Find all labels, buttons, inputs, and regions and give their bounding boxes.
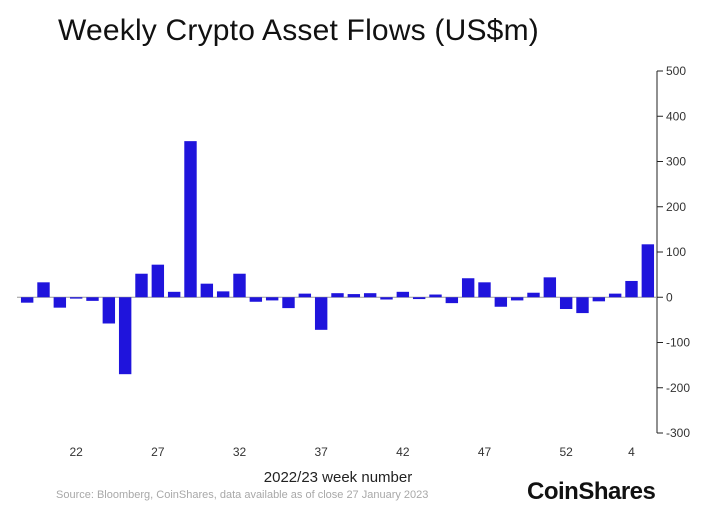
bar-week-34 xyxy=(265,297,279,301)
bar-week-22 xyxy=(69,297,83,299)
x-tick-label: 37 xyxy=(314,445,328,459)
bar-week-43 xyxy=(412,297,426,300)
bar-week-20 xyxy=(37,282,50,298)
bar-week-28 xyxy=(167,291,181,298)
bar-week-24 xyxy=(102,297,116,324)
bar-week-36 xyxy=(298,293,312,298)
y-tick-label: 100 xyxy=(666,245,686,259)
bar-week-54 xyxy=(592,297,606,302)
bar-week-37 xyxy=(314,297,328,330)
y-tick-label: 200 xyxy=(666,200,686,214)
bar-week-39 xyxy=(347,294,361,298)
bar-week-41 xyxy=(380,297,393,300)
bar-week-44 xyxy=(429,294,442,298)
bar-week-30 xyxy=(200,283,214,298)
bar-week-53 xyxy=(576,297,589,314)
bar-week-55 xyxy=(608,293,622,298)
x-tick-label: 52 xyxy=(559,445,573,459)
bar-week-56 xyxy=(625,280,638,298)
y-tick-label: 500 xyxy=(666,64,686,78)
bar-week-45 xyxy=(445,297,459,304)
bar-week-19 xyxy=(20,297,34,303)
bar-week-35 xyxy=(282,297,295,309)
bar-week-29 xyxy=(184,141,197,298)
bar-week-46 xyxy=(461,278,475,298)
bar-week-23 xyxy=(86,297,99,301)
x-tick-label: 42 xyxy=(396,445,410,459)
coinshares-logo: CoinShares xyxy=(527,478,656,505)
x-axis-label: 2022/23 week number xyxy=(264,469,412,486)
x-tick-label: 27 xyxy=(151,445,165,459)
x-tick-label: 47 xyxy=(478,445,492,459)
y-tick-label: -300 xyxy=(666,426,690,440)
source-note: Source: Bloomberg, CoinShares, data avai… xyxy=(56,489,429,501)
bar-week-40 xyxy=(363,293,377,298)
x-tick-label: 32 xyxy=(233,445,247,459)
y-tick-label: 0 xyxy=(666,290,673,304)
bar-week-26 xyxy=(135,273,148,298)
bar-week-57 xyxy=(641,244,655,298)
chart-title: Weekly Crypto Asset Flows (US$m) xyxy=(58,14,539,47)
bar-week-49 xyxy=(510,297,524,301)
y-tick-label: 300 xyxy=(666,155,686,169)
y-tick-label: -200 xyxy=(666,381,690,395)
bar-week-21 xyxy=(53,297,67,308)
bar-week-48 xyxy=(494,297,508,307)
x-tick-label: 4 xyxy=(628,445,635,459)
bar-week-33 xyxy=(249,297,263,302)
bar-week-38 xyxy=(331,293,344,298)
y-tick-label: 400 xyxy=(666,109,686,123)
bar-week-25 xyxy=(118,297,132,375)
y-tick-label: -100 xyxy=(666,336,690,350)
bar-week-47 xyxy=(478,282,491,298)
bar-week-27 xyxy=(151,264,165,298)
bar-week-42 xyxy=(396,291,410,298)
bar-week-52 xyxy=(559,297,573,310)
bar-week-50 xyxy=(527,292,540,298)
bar-week-32 xyxy=(233,273,246,298)
x-tick-label: 22 xyxy=(69,445,83,459)
bar-week-31 xyxy=(216,291,230,298)
bar-week-51 xyxy=(543,277,557,298)
